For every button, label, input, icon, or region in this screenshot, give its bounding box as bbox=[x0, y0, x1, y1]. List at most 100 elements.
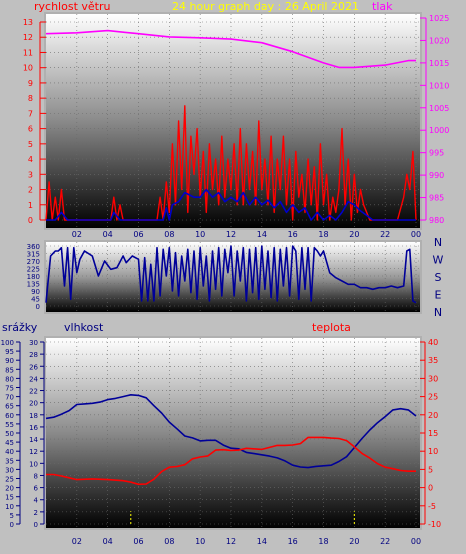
x-tick-label: 06 bbox=[133, 537, 143, 546]
y-tick-label: 22 bbox=[29, 388, 38, 396]
y-tick-label: 20 bbox=[5, 485, 14, 493]
y-tick-label: 3 bbox=[28, 170, 33, 179]
x-tick-label: 02 bbox=[72, 537, 82, 546]
y-tick-label: 980 bbox=[429, 216, 444, 225]
y-tick-label: 20 bbox=[29, 400, 38, 408]
x-tick-label: 12 bbox=[226, 230, 236, 239]
y-tick-label: 360 bbox=[27, 243, 40, 251]
y-tick-label: 0 bbox=[10, 521, 14, 529]
y-tick-label: 5 bbox=[28, 140, 33, 149]
y-tick-label: 28 bbox=[29, 351, 38, 359]
y-tick-label: 985 bbox=[429, 194, 444, 203]
y-tick-label: 15 bbox=[428, 429, 438, 438]
y-tick-label: 85 bbox=[5, 366, 14, 374]
y-tick-label: 16 bbox=[29, 424, 38, 432]
y-tick-label: 13 bbox=[23, 18, 33, 27]
y-tick-label: 0 bbox=[428, 484, 433, 493]
y-tick-label: 30 bbox=[5, 466, 14, 474]
y-tick-label: 1005 bbox=[429, 104, 449, 113]
y-tick-label: 10 bbox=[23, 64, 33, 73]
y-tick-label: 40 bbox=[428, 338, 438, 347]
y-tick-label: 270 bbox=[27, 258, 40, 266]
y-tick-label: 90 bbox=[5, 357, 14, 365]
rain-axis-label: srážky bbox=[2, 321, 38, 334]
x-tick-label: 18 bbox=[318, 537, 328, 546]
x-tick-label: 04 bbox=[103, 230, 113, 239]
y-tick-label: 90 bbox=[31, 288, 40, 296]
y-tick-label: 45 bbox=[5, 439, 14, 447]
y-tick-label: 26 bbox=[29, 363, 38, 371]
y-tick-label: 55 bbox=[5, 421, 14, 429]
direction-label: W bbox=[433, 254, 444, 267]
y-tick-label: 95 bbox=[5, 348, 14, 356]
y-tick-label: 5 bbox=[10, 512, 14, 520]
y-tick-label: 60 bbox=[5, 412, 14, 420]
y-tick-label: 6 bbox=[34, 485, 39, 493]
x-tick-label: 00 bbox=[411, 537, 421, 546]
chart-title: 24 hour graph day : 26 April 2021 bbox=[172, 0, 359, 13]
x-tick-label: 22 bbox=[380, 537, 390, 546]
y-tick-label: 24 bbox=[29, 375, 38, 383]
series bbox=[45, 245, 417, 304]
y-tick-label: 8 bbox=[28, 94, 33, 103]
y-tick-label: -10 bbox=[428, 520, 441, 529]
x-tick-label: 00 bbox=[411, 230, 421, 239]
x-tick-label: 22 bbox=[380, 230, 390, 239]
y-tick-label: 1015 bbox=[429, 59, 449, 68]
y-tick-label: 100 bbox=[1, 339, 14, 347]
pressure-axis-label: tlak bbox=[372, 0, 393, 13]
y-tick-label: 6 bbox=[28, 125, 33, 134]
y-tick-label: 70 bbox=[5, 394, 14, 402]
y-tick-label: 2 bbox=[28, 186, 33, 195]
y-tick-label: 1000 bbox=[429, 126, 449, 135]
y-tick-label: 12 bbox=[29, 448, 38, 456]
y-tick-label: 35 bbox=[428, 356, 438, 365]
y-tick-label: 0 bbox=[34, 521, 38, 529]
y-tick-label: 30 bbox=[428, 374, 438, 383]
direction-label: S bbox=[435, 271, 442, 284]
y-tick-label: -5 bbox=[428, 502, 436, 511]
series bbox=[45, 394, 417, 524]
axes: 0510152025303540455055606570758085909510… bbox=[1, 338, 441, 546]
direction-label: N bbox=[434, 236, 442, 249]
y-tick-label: 7 bbox=[28, 109, 33, 118]
y-tick-label: 35 bbox=[5, 457, 14, 465]
y-tick-label: 80 bbox=[5, 375, 14, 383]
temp-humidity-rain-chart: 0510152025303540455055606570758085909510… bbox=[1, 321, 441, 546]
x-tick-label: 12 bbox=[226, 537, 236, 546]
y-tick-label: 2 bbox=[34, 509, 38, 517]
x-tick-label: 16 bbox=[288, 230, 298, 239]
humidity-axis-label: vlhkost bbox=[64, 321, 104, 334]
x-tick-label: 16 bbox=[288, 537, 298, 546]
y-tick-label: 12 bbox=[23, 33, 33, 42]
y-tick-label: 11 bbox=[23, 48, 33, 57]
y-tick-label: 5 bbox=[428, 465, 433, 474]
gust-line bbox=[46, 188, 416, 221]
x-tick-label: 08 bbox=[164, 230, 174, 239]
x-tick-label: 14 bbox=[257, 230, 267, 239]
y-tick-label: 14 bbox=[29, 436, 38, 444]
direction-label: N bbox=[434, 306, 442, 319]
wind-axis-label: rychlost větru bbox=[34, 0, 110, 13]
y-tick-label: 9 bbox=[28, 79, 33, 88]
x-tick-label: 10 bbox=[195, 537, 205, 546]
plot-background bbox=[46, 338, 420, 528]
y-tick-label: 18 bbox=[29, 412, 38, 420]
temperature-axis-label: teplota bbox=[312, 321, 351, 334]
y-tick-label: 25 bbox=[428, 393, 438, 402]
y-tick-label: 1020 bbox=[429, 36, 449, 45]
y-tick-label: 4 bbox=[34, 497, 39, 505]
y-tick-label: 25 bbox=[5, 476, 14, 484]
series bbox=[45, 29, 417, 221]
y-tick-label: 10 bbox=[29, 460, 38, 468]
temperature-line bbox=[46, 436, 416, 486]
direction-line bbox=[45, 245, 417, 304]
y-tick-label: 1025 bbox=[429, 14, 449, 23]
axes: 0123456789101112139809859909951000100510… bbox=[23, 14, 450, 239]
y-tick-label: 20 bbox=[428, 411, 438, 420]
y-tick-label: 75 bbox=[5, 385, 14, 393]
